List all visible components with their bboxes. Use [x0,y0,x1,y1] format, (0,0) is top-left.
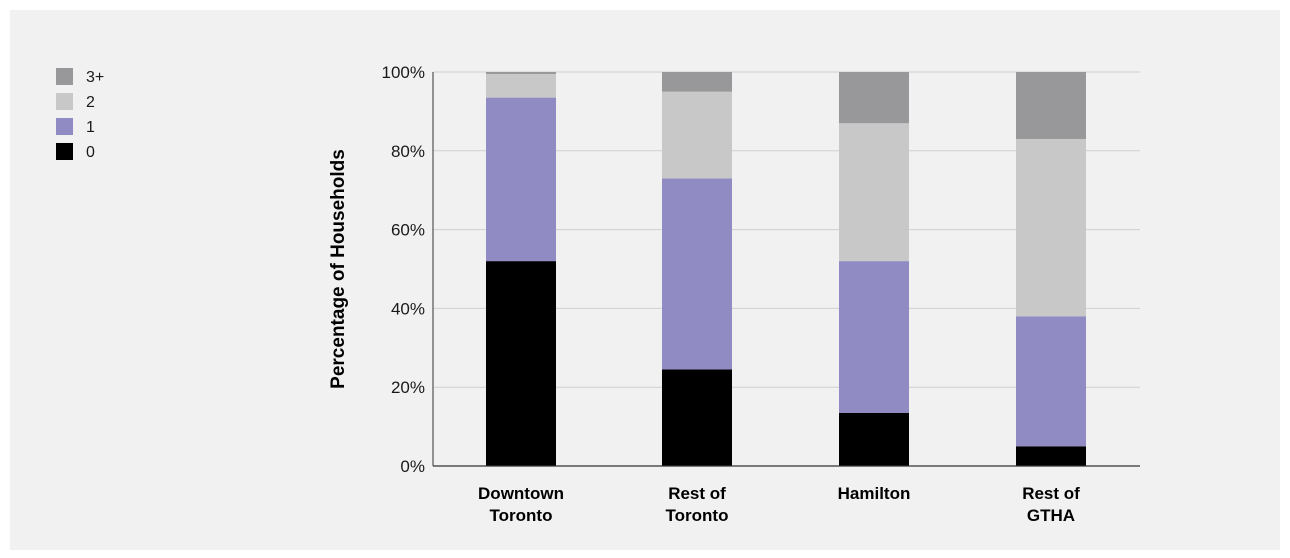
bar-segment-rest-of-toronto-1 [662,178,732,370]
bar-segment-hamilton-0 [839,412,909,466]
y-axis-title: Percentage of Households [328,149,349,389]
x-category-label: Hamilton [838,484,911,503]
y-tick-label-60: 60% [391,221,425,240]
bar-segment-rest-of-gtha-2 [1016,138,1086,317]
bar-segment-hamilton-3+ [839,72,909,124]
bar-segment-downtown-toronto-1 [486,97,556,262]
x-category-label: Rest of GTHA [1022,484,1080,525]
bar-segment-rest-of-gtha-1 [1016,316,1086,447]
stacked-bar-chart: 0% 20% 40% 60% 80% 100% Downtown Toronto Rest o… [56,63,1140,525]
y-tick-label-20: 20% [391,378,425,397]
bar-segment-rest-of-toronto-2 [662,91,732,179]
legend: 3+ 2 1 0 [56,68,104,161]
legend-swatch-0 [56,143,73,160]
y-tick-label-0: 0% [400,457,425,476]
bar-segment-hamilton-2 [839,123,909,262]
axes [432,72,1140,467]
bars [486,72,1086,466]
bar-segment-rest-of-toronto-3+ [662,72,732,92]
legend-label-1: 1 [86,119,95,136]
legend-label-0: 0 [86,144,95,161]
x-category-labels: Downtown Toronto Rest of Toronto Hamilton Res… [478,484,1080,525]
y-tick-label-80: 80% [391,142,425,161]
bar-segment-downtown-toronto-0 [486,261,556,466]
legend-label-3+: 3+ [86,69,104,86]
y-tick-labels: 0% 20% 40% 60% 80% 100% [382,63,425,476]
bar-segment-rest-of-toronto-0 [662,369,732,466]
y-tick-label-100: 100% [382,63,425,82]
y-tick-label-40: 40% [391,299,425,318]
legend-swatch-2 [56,93,73,110]
legend-swatch-1 [56,118,73,135]
bar-segment-rest-of-gtha-3+ [1016,72,1086,139]
bar-segment-downtown-toronto-3+ [486,72,556,74]
x-category-label: Rest of Toronto [666,484,729,525]
x-category-label: Downtown Toronto [478,484,564,525]
legend-swatch-3+ [56,68,73,85]
bar-segment-hamilton-1 [839,261,909,413]
bar-segment-downtown-toronto-2 [486,73,556,98]
legend-label-2: 2 [86,94,95,111]
bar-segment-rest-of-gtha-0 [1016,446,1086,466]
chart-panel: 0% 20% 40% 60% 80% 100% Downtown Toronto Rest o… [10,10,1280,550]
